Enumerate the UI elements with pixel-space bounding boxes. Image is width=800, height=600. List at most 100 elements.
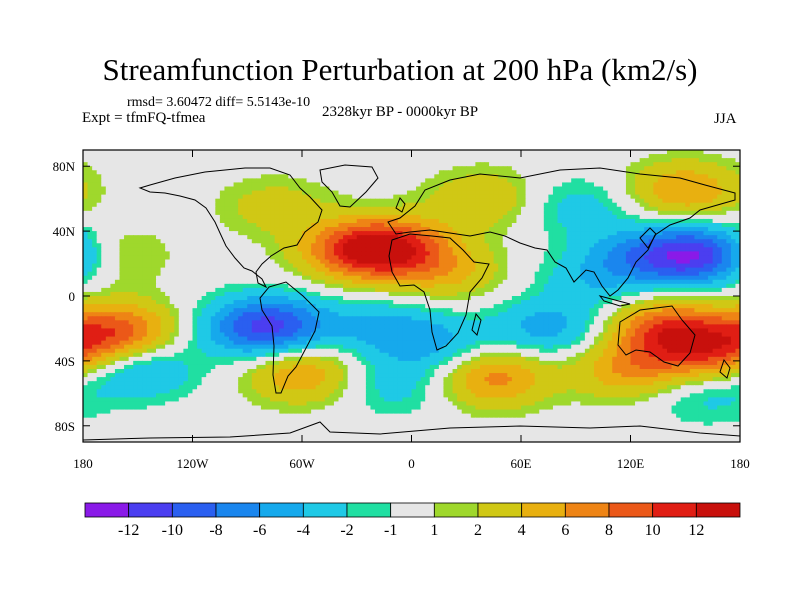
field-cell [297, 275, 303, 281]
field-cell [530, 162, 536, 167]
field-cell [507, 235, 513, 240]
field-cell [174, 223, 180, 228]
field-cell [388, 231, 394, 236]
field-cell [603, 255, 609, 261]
field-cell [384, 154, 390, 159]
field-cell [516, 174, 522, 179]
field-cell [657, 178, 664, 184]
field-cell [457, 239, 463, 244]
field-cell [452, 214, 458, 220]
field-cell [502, 283, 508, 289]
field-cell [429, 263, 435, 269]
field-cell [183, 279, 189, 285]
field-cell [717, 198, 723, 204]
field-cell [324, 218, 330, 224]
field-cell [384, 247, 390, 252]
field-cell [671, 198, 677, 204]
field-cell [224, 162, 230, 167]
field-cell [402, 186, 408, 192]
field-cell [183, 243, 189, 248]
field-cell [92, 182, 98, 188]
field-cell [584, 206, 591, 212]
field-cell [142, 206, 148, 212]
field-cell [502, 267, 508, 273]
field-cell [192, 162, 198, 167]
field-cell [119, 182, 125, 188]
field-cell [178, 182, 184, 188]
field-cell [621, 227, 627, 232]
field-cell [388, 279, 394, 285]
field-cell [160, 259, 166, 265]
field-cell [425, 287, 431, 293]
field-cell [101, 275, 107, 281]
field-cell [644, 166, 650, 171]
field-cell [448, 275, 454, 281]
field-cell [219, 174, 226, 179]
field-cell [429, 279, 435, 285]
field-cell [356, 178, 362, 184]
field-cell [192, 223, 198, 228]
field-cell [133, 239, 139, 244]
field-cell [160, 174, 166, 179]
field-cell [475, 223, 481, 228]
field-cell [288, 166, 294, 171]
field-cell [479, 154, 486, 159]
field-cell [343, 287, 349, 293]
field-cell [224, 275, 230, 281]
field-cell [242, 182, 248, 188]
field-cell [174, 263, 180, 269]
field-cell [667, 271, 673, 277]
field-cell [580, 182, 586, 188]
field-cell [156, 247, 162, 252]
field-cell [169, 206, 175, 212]
field-cell [434, 150, 440, 155]
field-cell [484, 231, 490, 236]
field-cell [96, 283, 102, 289]
field-cell [730, 247, 737, 252]
field-cell [557, 198, 563, 204]
field-cell [689, 247, 695, 252]
field-cell [356, 279, 362, 285]
field-cell [365, 158, 372, 163]
field-cell [133, 158, 139, 163]
field-cell [365, 287, 372, 293]
field-cell [379, 186, 385, 192]
field-cell [657, 194, 664, 200]
field-cell [306, 218, 312, 224]
field-cell [493, 190, 499, 196]
field-cell [708, 283, 714, 289]
field-cell [689, 150, 695, 155]
field-cell [315, 154, 321, 159]
field-cell [302, 247, 308, 252]
field-cell [265, 267, 271, 273]
field-cell [657, 227, 664, 232]
field-cell [238, 186, 244, 192]
field-cell [639, 223, 645, 228]
field-cell [425, 174, 431, 179]
field-cell [370, 271, 376, 277]
field-cell [543, 275, 549, 281]
field-cell [571, 263, 577, 269]
field-cell [160, 251, 166, 257]
field-cell [151, 170, 157, 175]
field-cell [448, 174, 454, 179]
field-cell [393, 178, 399, 184]
field-cell [721, 227, 727, 232]
field-cell [521, 182, 527, 188]
field-cell [119, 223, 125, 228]
field-cell [425, 243, 431, 248]
field-cell [598, 247, 604, 252]
field-cell [165, 279, 171, 285]
field-cell [375, 271, 381, 277]
field-cell [443, 166, 449, 171]
field-cell [361, 182, 367, 188]
field-cell [552, 202, 559, 208]
field-cell [730, 182, 737, 188]
field-cell [83, 259, 89, 265]
field-cell [146, 210, 153, 216]
field-cell [292, 154, 299, 159]
field-cell [479, 166, 486, 171]
field-cell [721, 231, 727, 236]
field-cell [183, 259, 189, 265]
field-cell [375, 283, 381, 289]
